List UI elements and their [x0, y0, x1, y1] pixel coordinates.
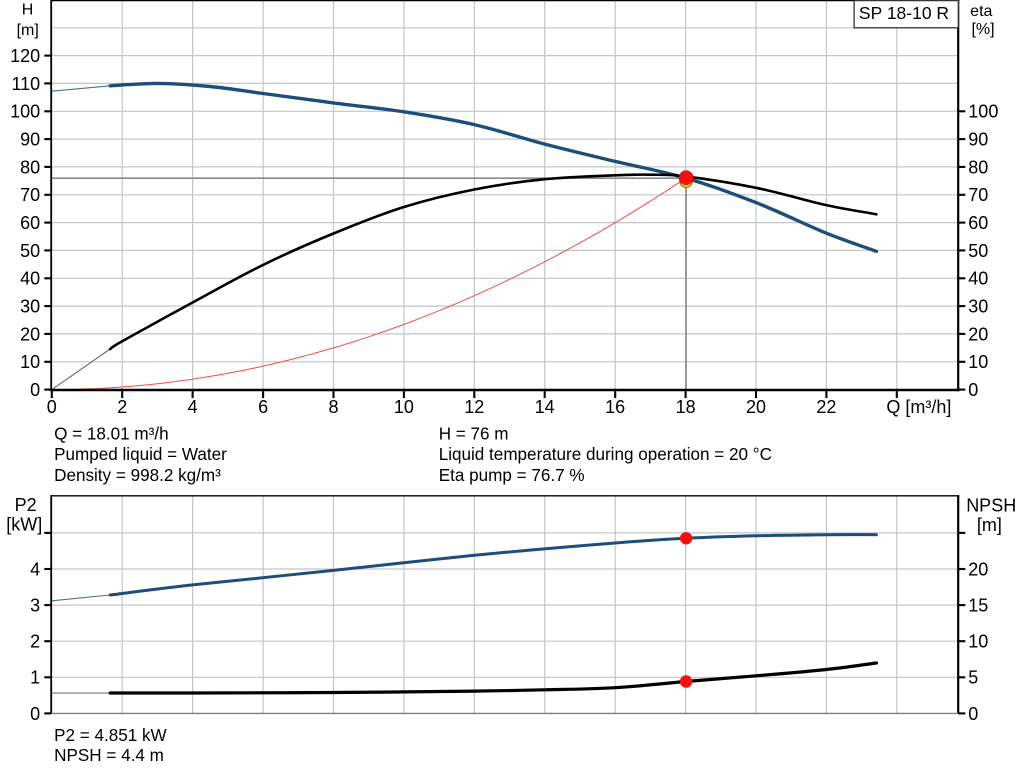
svg-text:90: 90	[968, 130, 988, 150]
svg-text:10: 10	[968, 352, 988, 372]
svg-text:[m]: [m]	[17, 22, 39, 39]
svg-text:3: 3	[30, 596, 40, 616]
svg-text:5: 5	[968, 668, 978, 688]
svg-text:50: 50	[20, 241, 40, 261]
svg-text:50: 50	[968, 241, 988, 261]
svg-text:[kW]: [kW]	[6, 515, 42, 535]
svg-text:60: 60	[968, 213, 988, 233]
svg-text:22: 22	[816, 397, 836, 417]
svg-text:20: 20	[746, 397, 766, 417]
svg-text:0: 0	[968, 380, 978, 400]
svg-text:NPSH = 4.4 m: NPSH = 4.4 m	[54, 746, 164, 765]
svg-text:2: 2	[30, 632, 40, 652]
svg-text:H: H	[22, 2, 34, 19]
svg-text:[m]: [m]	[977, 515, 1002, 535]
svg-text:6: 6	[258, 397, 268, 417]
svg-text:14: 14	[535, 397, 555, 417]
svg-text:4: 4	[30, 559, 40, 579]
svg-text:Q = 18.01 m³/h: Q = 18.01 m³/h	[54, 424, 169, 443]
svg-text:10: 10	[20, 352, 40, 372]
svg-text:Pumped liquid = Water: Pumped liquid = Water	[54, 445, 227, 464]
svg-text:15: 15	[968, 596, 988, 616]
svg-text:2: 2	[117, 397, 127, 417]
svg-text:0: 0	[30, 704, 40, 724]
svg-text:Density = 998.2 kg/m³: Density = 998.2 kg/m³	[54, 466, 221, 485]
svg-text:30: 30	[968, 297, 988, 317]
svg-text:18: 18	[676, 397, 696, 417]
svg-text:eta: eta	[970, 3, 992, 20]
svg-text:[%]: [%]	[971, 21, 994, 38]
svg-text:0: 0	[968, 704, 978, 724]
svg-text:12: 12	[464, 397, 484, 417]
svg-text:40: 40	[968, 269, 988, 289]
svg-text:SP 18-10 R: SP 18-10 R	[859, 3, 949, 23]
svg-text:H = 76 m: H = 76 m	[439, 424, 509, 443]
svg-text:P2: P2	[15, 495, 37, 515]
svg-text:P2 = 4.851 kW: P2 = 4.851 kW	[54, 726, 167, 745]
svg-text:20: 20	[968, 324, 988, 344]
svg-text:8: 8	[328, 397, 338, 417]
svg-text:60: 60	[20, 213, 40, 233]
svg-text:100: 100	[968, 102, 998, 122]
svg-text:20: 20	[20, 324, 40, 344]
svg-text:10: 10	[394, 397, 414, 417]
svg-text:4: 4	[188, 397, 198, 417]
svg-text:0: 0	[30, 380, 40, 400]
svg-text:1: 1	[30, 668, 40, 688]
svg-text:110: 110	[11, 74, 40, 94]
svg-text:NPSH: NPSH	[966, 495, 1016, 515]
svg-text:20: 20	[968, 559, 988, 579]
svg-text:Eta pump = 76.7 %: Eta pump = 76.7 %	[439, 466, 585, 485]
svg-text:80: 80	[968, 157, 988, 177]
svg-text:Q [m³/h]: Q [m³/h]	[886, 397, 951, 417]
svg-text:40: 40	[20, 269, 40, 289]
svg-text:0: 0	[47, 397, 57, 417]
svg-text:10: 10	[968, 632, 988, 652]
svg-text:70: 70	[20, 185, 40, 205]
svg-text:16: 16	[605, 397, 625, 417]
svg-text:100: 100	[10, 102, 40, 122]
svg-text:Liquid temperature during oper: Liquid temperature during operation = 20…	[439, 445, 772, 464]
svg-text:120: 120	[10, 46, 40, 66]
svg-text:80: 80	[20, 157, 40, 177]
svg-text:30: 30	[20, 297, 40, 317]
svg-text:70: 70	[968, 185, 988, 205]
svg-text:90: 90	[20, 130, 40, 150]
